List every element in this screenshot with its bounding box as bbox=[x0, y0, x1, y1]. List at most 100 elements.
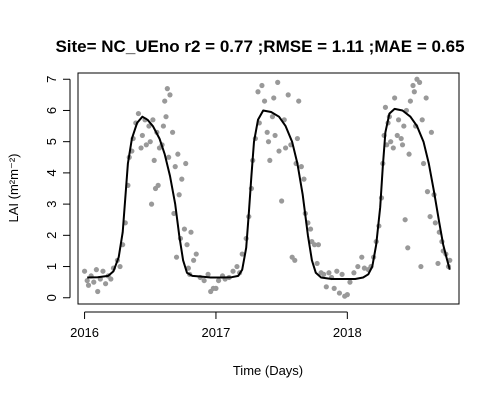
data-point bbox=[427, 213, 433, 220]
data-point bbox=[272, 132, 278, 139]
data-point bbox=[279, 198, 285, 204]
data-point bbox=[155, 182, 161, 188]
data-point bbox=[394, 132, 400, 139]
data-point bbox=[392, 95, 398, 101]
data-point bbox=[102, 281, 109, 287]
data-point bbox=[139, 132, 145, 139]
data-point bbox=[285, 92, 291, 98]
data-point bbox=[95, 288, 101, 295]
data-point bbox=[323, 284, 329, 290]
data-point bbox=[420, 160, 427, 167]
data-point bbox=[255, 89, 261, 95]
data-point bbox=[171, 210, 177, 217]
model-line bbox=[87, 107, 451, 280]
data-point bbox=[108, 276, 114, 282]
data-point bbox=[402, 217, 408, 223]
data-point bbox=[401, 123, 407, 129]
data-point bbox=[275, 79, 281, 85]
y-tick-label: 3 bbox=[44, 200, 59, 207]
x-axis-label: Time (Days) bbox=[233, 363, 303, 378]
data-point bbox=[160, 123, 166, 129]
y-axis: 0 1 2 3 4 5 6 7 bbox=[44, 76, 71, 301]
data-point bbox=[410, 82, 416, 89]
plot-box bbox=[77, 72, 460, 305]
data-point bbox=[150, 117, 156, 123]
data-point bbox=[176, 192, 182, 198]
data-point bbox=[388, 139, 394, 145]
data-point bbox=[405, 245, 411, 251]
data-point bbox=[188, 229, 194, 235]
data-point bbox=[138, 145, 144, 151]
data-point bbox=[419, 117, 425, 123]
data-point bbox=[193, 251, 199, 257]
data-point bbox=[395, 117, 402, 123]
data-point bbox=[146, 123, 152, 129]
data-point bbox=[185, 265, 191, 271]
data-point bbox=[282, 145, 289, 151]
data-point bbox=[331, 285, 337, 291]
data-point bbox=[398, 135, 404, 142]
data-point bbox=[84, 277, 90, 284]
data-point bbox=[344, 292, 350, 298]
y-tick-label: 7 bbox=[44, 76, 59, 83]
data-point bbox=[416, 79, 423, 85]
data-point bbox=[181, 226, 188, 232]
data-point bbox=[264, 129, 270, 135]
data-point bbox=[166, 154, 172, 160]
data-point bbox=[191, 257, 197, 263]
data-point bbox=[213, 285, 219, 291]
x-axis: 2016 2017 2018 bbox=[70, 311, 362, 340]
y-tick-label: 6 bbox=[44, 107, 59, 114]
y-tick-label: 2 bbox=[44, 232, 59, 239]
data-point bbox=[435, 260, 441, 267]
data-point bbox=[406, 151, 412, 157]
data-point bbox=[93, 267, 99, 273]
x-tick-label: 2017 bbox=[201, 325, 230, 340]
data-point bbox=[173, 254, 180, 260]
y-tick-label: 0 bbox=[44, 294, 59, 301]
data-point bbox=[307, 226, 314, 232]
data-point bbox=[117, 263, 123, 270]
data-point bbox=[259, 82, 265, 89]
data-point bbox=[205, 271, 211, 277]
data-point bbox=[163, 114, 169, 120]
data-point bbox=[81, 268, 88, 274]
data-point bbox=[339, 271, 345, 277]
data-point bbox=[172, 164, 178, 170]
data-point bbox=[143, 142, 149, 148]
data-point bbox=[407, 98, 413, 104]
data-point bbox=[267, 157, 273, 164]
data-point bbox=[269, 114, 276, 120]
data-point bbox=[167, 92, 173, 98]
data-point bbox=[294, 135, 301, 142]
data-point bbox=[234, 263, 240, 270]
data-point bbox=[183, 160, 189, 167]
data-point bbox=[428, 129, 435, 135]
data-point bbox=[423, 95, 429, 101]
data-point bbox=[164, 86, 170, 92]
data-point bbox=[301, 176, 307, 182]
data-point bbox=[100, 268, 106, 274]
data-point bbox=[175, 151, 181, 157]
data-point bbox=[147, 139, 153, 145]
data-point bbox=[184, 242, 190, 248]
y-tick-label: 4 bbox=[44, 169, 59, 176]
data-point bbox=[411, 89, 417, 95]
data-point bbox=[261, 98, 268, 104]
data-point bbox=[230, 268, 236, 274]
data-point bbox=[359, 254, 365, 260]
y-axis-label: LAI (m²m⁻²) bbox=[6, 154, 21, 223]
data-point bbox=[151, 157, 157, 164]
data-point bbox=[148, 201, 155, 207]
data-point bbox=[311, 242, 318, 248]
data-point bbox=[382, 104, 389, 110]
data-point bbox=[315, 242, 322, 248]
data-point bbox=[326, 270, 332, 276]
data-point bbox=[399, 142, 406, 148]
data-point bbox=[85, 282, 92, 288]
data-point bbox=[276, 148, 282, 154]
data-point bbox=[215, 277, 222, 284]
chart-title: Site= NC_UEno r2 = 0.77 ;RMSE = 1.11 ;MA… bbox=[55, 37, 464, 56]
data-point bbox=[271, 95, 277, 101]
